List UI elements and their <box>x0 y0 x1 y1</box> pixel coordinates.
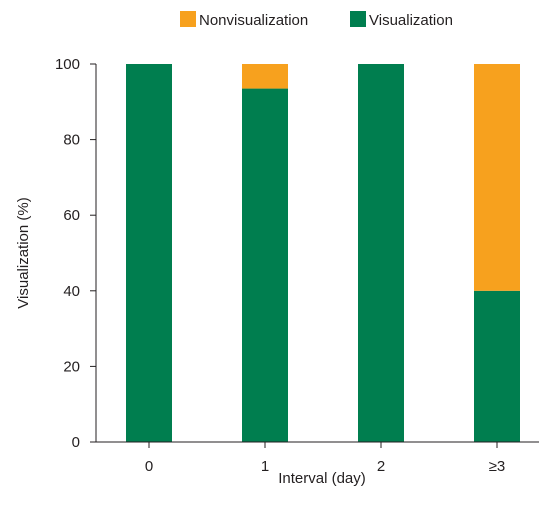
legend-label-visualization: Visualization <box>369 12 453 29</box>
bar-visualization-1 <box>242 88 288 442</box>
y-axis-title: Visualization (%) <box>15 197 32 308</box>
y-tick-label: 0 <box>72 434 80 451</box>
bar-visualization-2 <box>358 64 404 442</box>
legend-swatch-visualization <box>350 11 366 27</box>
bar-nonvisualization-3 <box>474 64 520 291</box>
x-tick-label: 2 <box>377 458 385 475</box>
legend-swatch-nonvisualization <box>180 11 196 27</box>
bars <box>126 64 520 442</box>
legend: Nonvisualization Visualization <box>180 11 453 29</box>
y-tick-label: 100 <box>55 56 80 73</box>
y-tick-label: 60 <box>63 207 80 224</box>
y-tick-label: 40 <box>63 283 80 300</box>
x-axis-title: Interval (day) <box>278 470 366 487</box>
bar-visualization-0 <box>126 64 172 442</box>
x-ticks: 0 1 2 ≥3 <box>145 442 505 475</box>
bar-nonvisualization-1 <box>242 64 288 89</box>
legend-label-nonvisualization: Nonvisualization <box>199 12 308 29</box>
x-tick-label: ≥3 <box>489 458 506 475</box>
y-tick-label: 80 <box>63 132 80 149</box>
bar-visualization-3 <box>474 290 520 442</box>
x-tick-label: 0 <box>145 458 153 475</box>
y-ticks: 0 20 40 60 80 100 <box>55 56 96 451</box>
axes <box>95 64 539 443</box>
y-tick-label: 20 <box>63 358 80 375</box>
x-tick-label: 1 <box>261 458 269 475</box>
